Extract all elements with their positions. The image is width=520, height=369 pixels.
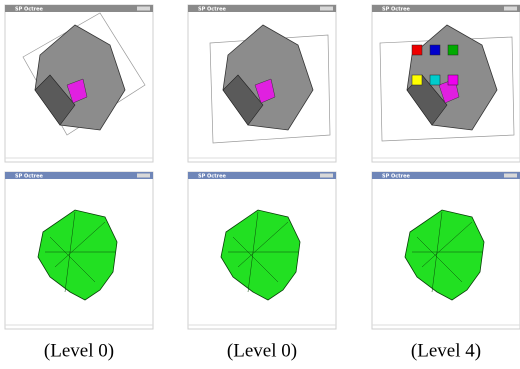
caption: (Level 0)	[227, 340, 297, 361]
figure: SP Octree SP Octree SP Octree SP Octree SP O…	[0, 0, 520, 369]
app-window: SP Octree	[372, 5, 520, 162]
window-controls	[504, 174, 517, 178]
window-title: SP Octree	[15, 6, 43, 12]
window-title: SP Octree	[382, 6, 410, 12]
app-window: SP Octree	[188, 5, 336, 162]
window-title: SP Octree	[198, 6, 226, 12]
octree-cell	[412, 45, 422, 55]
window-controls	[137, 174, 150, 178]
window-controls	[137, 7, 150, 11]
app-window: SP Octree	[188, 172, 336, 329]
app-window: SP Octree	[5, 5, 153, 162]
octree-cell	[430, 75, 440, 85]
window-title: SP Octree	[15, 173, 43, 179]
caption: (Level 0)	[44, 340, 114, 361]
caption: (Level 4)	[411, 340, 481, 361]
window-controls	[504, 7, 517, 11]
octree-cell	[448, 45, 458, 55]
octree-cell	[430, 45, 440, 55]
octree-cell	[448, 75, 458, 85]
window-title: SP Octree	[382, 173, 410, 179]
window-title: SP Octree	[198, 173, 226, 179]
window-controls	[320, 174, 333, 178]
app-window: SP Octree	[372, 172, 520, 329]
window-controls	[320, 7, 333, 11]
octree-cell	[412, 75, 422, 85]
app-window: SP Octree	[5, 172, 153, 329]
